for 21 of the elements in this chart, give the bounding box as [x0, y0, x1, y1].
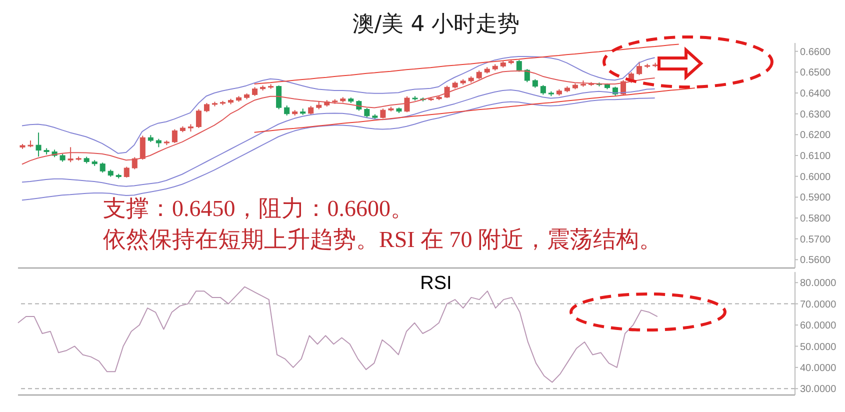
annotation: 依然保持在短期上升趋势。RSI 在 70 附近，震荡结构。	[103, 227, 662, 254]
chart-title: RSI	[419, 273, 453, 296]
y-tick-label: 0.6600	[800, 46, 832, 58]
y-tick-label: 0.5700	[800, 234, 832, 246]
y-tick-label: 0.6000	[800, 172, 832, 183]
y-tick-label: 0.6500	[800, 68, 832, 79]
y-tick-label: 50.0000	[800, 342, 837, 353]
y-tick-label: 70.0000	[800, 299, 837, 310]
y-tick-label: 40.0000	[800, 362, 837, 374]
y-tick-label: 0.5600	[800, 255, 832, 266]
y-tick-label: 80.0000	[800, 278, 837, 290]
y-tick-label: 0.6400	[800, 88, 832, 100]
y-tick-label: 0.5900	[800, 192, 832, 204]
annotation: 支撑：0.6450，阻力：0.6600。	[103, 196, 414, 222]
y-tick-label: 0.6100	[800, 151, 832, 162]
y-tick-label: 60.0000	[800, 320, 837, 332]
y-tick-label: 0.5800	[800, 214, 832, 225]
y-tick-label: 0.6200	[800, 130, 832, 142]
y-tick-label: 30.0000	[800, 384, 837, 396]
y-tick-label: 0.6300	[800, 109, 832, 120]
chart-title: 澳/美 4 小时走势	[351, 12, 521, 38]
